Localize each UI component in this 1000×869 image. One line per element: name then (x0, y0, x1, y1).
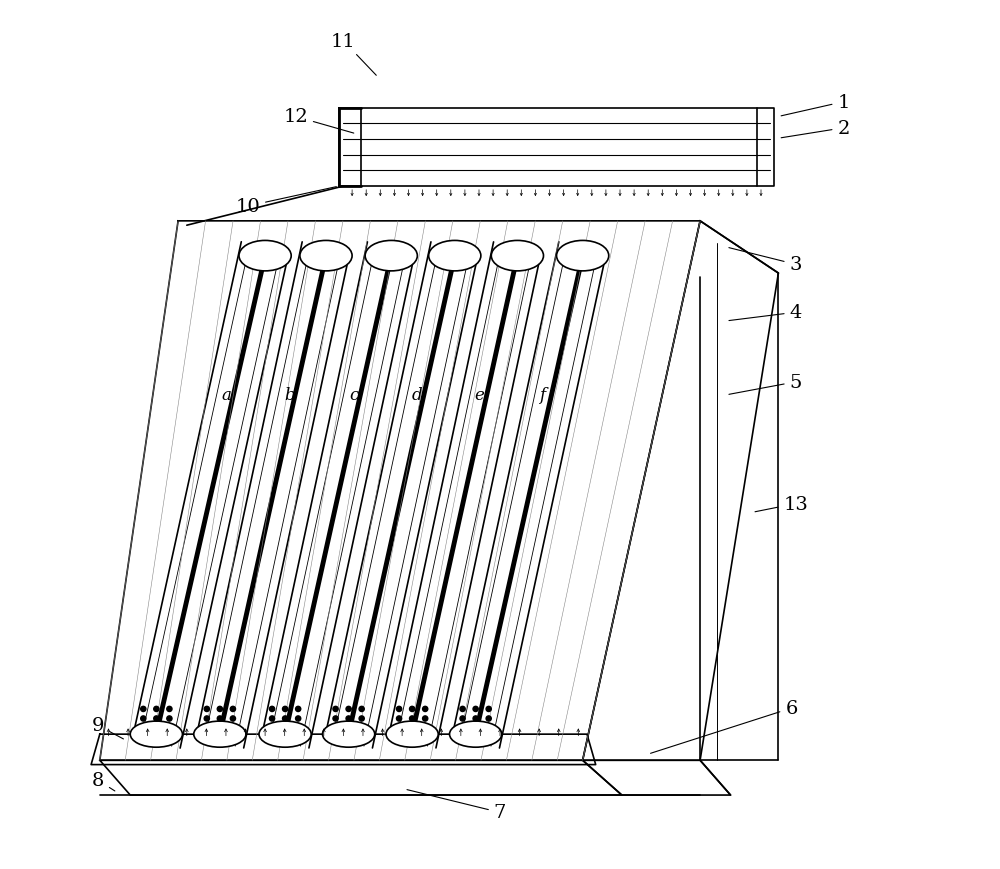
Ellipse shape (259, 721, 311, 747)
Circle shape (346, 706, 351, 712)
Circle shape (204, 706, 209, 712)
Circle shape (460, 716, 465, 721)
Circle shape (204, 716, 209, 721)
Ellipse shape (300, 241, 352, 271)
Text: 8: 8 (92, 772, 115, 791)
Ellipse shape (365, 241, 417, 271)
Ellipse shape (239, 241, 291, 271)
Circle shape (296, 716, 301, 721)
Circle shape (283, 716, 288, 721)
Circle shape (141, 706, 146, 712)
Circle shape (410, 716, 415, 721)
Text: 7: 7 (407, 790, 506, 821)
Ellipse shape (323, 721, 375, 747)
Text: 12: 12 (283, 109, 354, 134)
Circle shape (423, 716, 428, 721)
Ellipse shape (386, 721, 438, 747)
Text: c: c (349, 387, 358, 404)
Circle shape (296, 706, 301, 712)
Circle shape (396, 706, 402, 712)
Text: 9: 9 (92, 717, 123, 740)
Circle shape (333, 716, 338, 721)
Text: 13: 13 (755, 495, 808, 513)
Circle shape (473, 716, 478, 721)
Ellipse shape (429, 241, 481, 271)
Circle shape (473, 706, 478, 712)
Text: 3: 3 (729, 249, 802, 274)
Text: 2: 2 (781, 120, 850, 138)
Text: 5: 5 (729, 374, 802, 395)
Text: d: d (412, 387, 423, 404)
Circle shape (359, 706, 364, 712)
Text: b: b (284, 387, 295, 404)
Ellipse shape (491, 241, 544, 271)
Ellipse shape (450, 721, 502, 747)
Circle shape (141, 716, 146, 721)
Circle shape (269, 706, 275, 712)
Circle shape (217, 706, 222, 712)
Circle shape (486, 716, 491, 721)
Circle shape (167, 716, 172, 721)
Text: 10: 10 (235, 188, 336, 216)
Text: f: f (539, 387, 545, 404)
Text: e: e (474, 387, 484, 404)
Circle shape (486, 706, 491, 712)
Circle shape (230, 706, 236, 712)
Circle shape (346, 716, 351, 721)
Circle shape (359, 716, 364, 721)
Text: 11: 11 (331, 33, 376, 76)
Circle shape (283, 706, 288, 712)
Circle shape (154, 706, 159, 712)
Circle shape (230, 716, 236, 721)
Text: 6: 6 (651, 700, 798, 753)
Ellipse shape (130, 721, 182, 747)
Circle shape (410, 706, 415, 712)
Circle shape (154, 716, 159, 721)
Circle shape (167, 706, 172, 712)
Circle shape (423, 706, 428, 712)
Text: a: a (221, 387, 231, 404)
Circle shape (460, 706, 465, 712)
Text: 1: 1 (781, 94, 850, 116)
Circle shape (396, 716, 402, 721)
Text: 4: 4 (729, 304, 802, 322)
Ellipse shape (194, 721, 246, 747)
Circle shape (217, 716, 222, 721)
Circle shape (333, 706, 338, 712)
Ellipse shape (557, 241, 609, 271)
Circle shape (269, 716, 275, 721)
